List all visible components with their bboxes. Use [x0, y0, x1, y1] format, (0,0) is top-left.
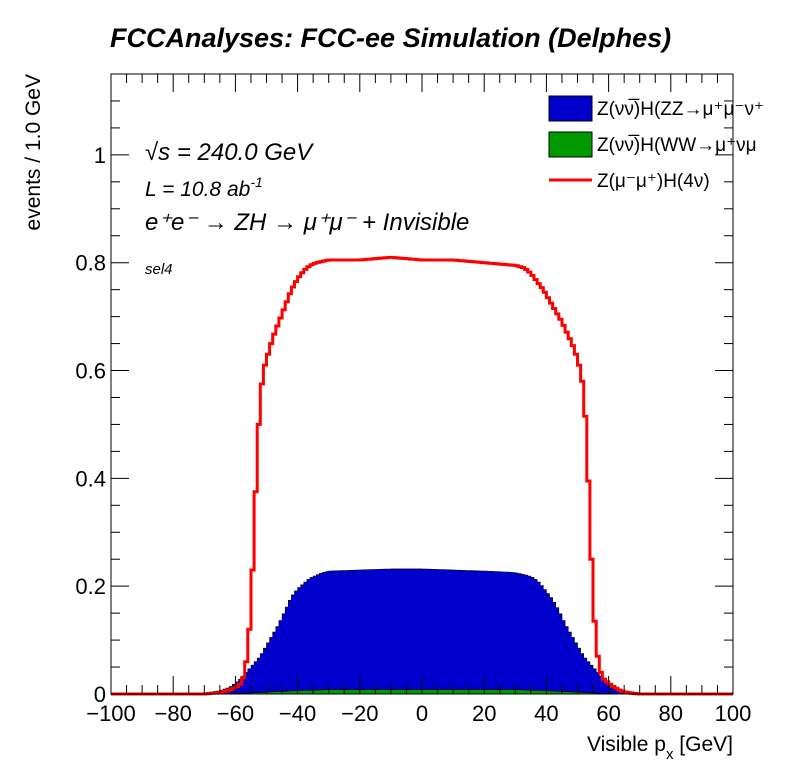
lumi-exponent: -1 — [250, 174, 262, 190]
x-tick-label: 100 — [715, 701, 752, 726]
legend-label: Z(νν̅)H(WW→μ⁺νμ — [597, 135, 757, 156]
y-tick-label: 0.8 — [75, 251, 106, 276]
x-tick-label: 60 — [596, 701, 620, 726]
y-tick-label: 1 — [94, 143, 106, 168]
energy-text: = 240.0 GeV — [170, 139, 314, 166]
selection-annotation: sel4 — [145, 261, 173, 278]
x-tick-label: 0 — [416, 701, 428, 726]
sqrt-s-annotation: √s = 240.0 GeV — [145, 139, 314, 166]
series-0-fill — [111, 568, 733, 695]
x-tick-label: −80 — [155, 701, 192, 726]
x-axis-label-sub: x — [666, 746, 674, 763]
y-tick-label: 0.2 — [75, 574, 106, 599]
x-tick-label: 80 — [659, 701, 683, 726]
legend-label: Z(νν̅)H(ZZ→μ⁺μ⁻ν⁺ — [597, 99, 764, 120]
y-axis-label: events / 1.0 GeV — [22, 74, 45, 230]
sqrt-s-text: s — [158, 139, 170, 166]
y-ticks: 0 0.2 0.4 0.6 0.8 1 — [75, 100, 733, 707]
series-2-line — [111, 255, 733, 696]
legend-swatch — [548, 95, 593, 122]
x-tick-label: 40 — [534, 701, 558, 726]
lumi-annotation: L = 10.8 ab-1 — [145, 174, 263, 201]
legend-label: Z(μ⁻μ⁺)H(4ν) — [597, 171, 710, 192]
sqrt-symbol: √ — [145, 139, 159, 166]
plot-series — [111, 255, 733, 696]
lumi-text: L = 10.8 ab — [145, 178, 251, 201]
legend-swatch — [548, 131, 593, 158]
x-tick-label: 20 — [472, 701, 496, 726]
y-tick-label: 0 — [94, 682, 106, 707]
x-axis-label-main: Visible p — [587, 733, 666, 756]
x-ticks: −100 −80 −60 −40 −20 0 20 40 60 80 100 — [86, 74, 751, 726]
x-tick-label: −100 — [86, 701, 136, 726]
x-axis-label: Visible px [GeV] — [587, 733, 733, 763]
y-tick-label: 0.4 — [75, 466, 106, 491]
annotations: √s = 240.0 GeV L = 10.8 ab-1 e⁺e⁻ → ZH →… — [145, 139, 469, 278]
y-tick-label: 0.6 — [75, 359, 106, 384]
x-tick-label: −40 — [279, 701, 316, 726]
legend: Z(νν̅)H(ZZ→μ⁺μ⁻ν⁺ Z(νν̅)H(WW→μ⁺νμ Z(μ⁻μ⁺)H… — [548, 95, 764, 192]
x-axis-label-unit: [GeV] — [673, 733, 733, 756]
x-tick-label: −60 — [217, 701, 254, 726]
process-annotation: e⁺e⁻ → ZH → μ⁺μ⁻ + Invisible — [145, 209, 469, 236]
x-tick-label: −20 — [341, 701, 378, 726]
chart-title: FCCAnalyses: FCC-ee Simulation (Delphes) — [110, 23, 671, 53]
